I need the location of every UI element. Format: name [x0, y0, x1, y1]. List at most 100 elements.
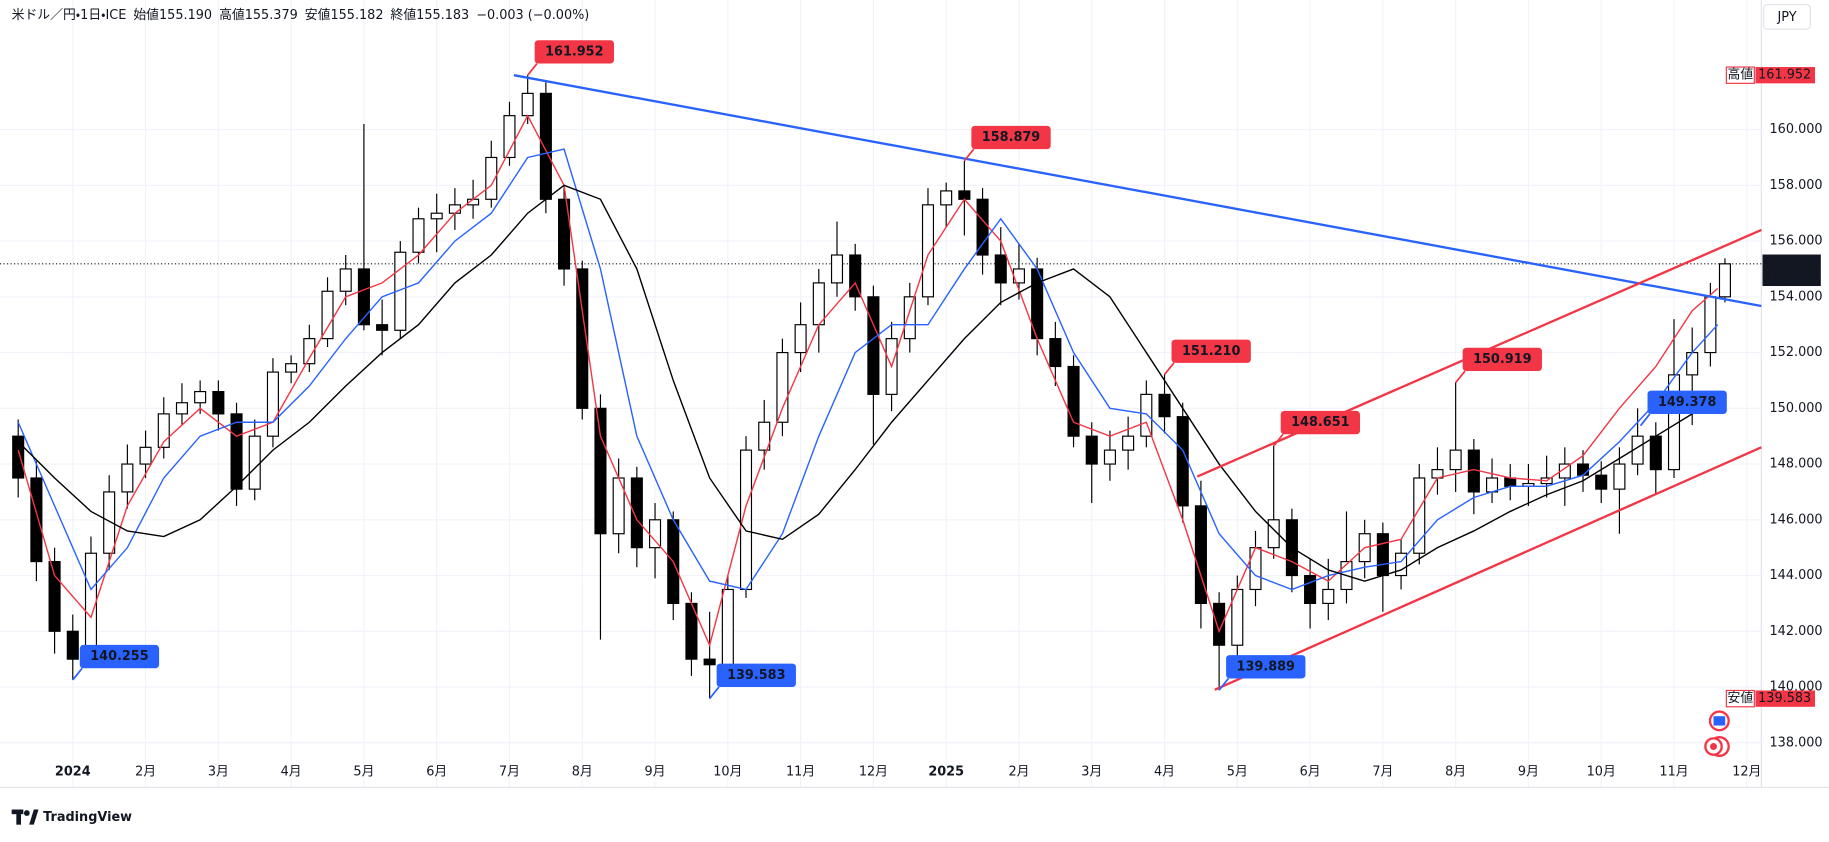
- y-tick-label: 160.000: [1770, 122, 1823, 137]
- annotation-box: [971, 125, 1051, 150]
- annotation-pointer: [526, 62, 538, 76]
- candle-body: [1049, 338, 1062, 368]
- y-tick-label: 152.000: [1770, 345, 1823, 360]
- candle-body: [157, 413, 170, 448]
- brand-name: TradingView: [43, 810, 132, 825]
- annotation-label: 148.651: [1291, 415, 1350, 430]
- trendline: [1214, 446, 1762, 691]
- candle-body: [976, 198, 989, 256]
- low-tag-label-box: [1725, 689, 1755, 708]
- candle-body: [103, 491, 116, 554]
- y-tick-label: 144.000: [1770, 568, 1823, 583]
- annotation-label: 149.378: [1658, 395, 1717, 410]
- x-tick-label: 12月: [1732, 765, 1761, 780]
- candle-body: [1718, 263, 1731, 298]
- x-tick-label: 3月: [208, 765, 229, 780]
- candle-body: [30, 477, 43, 563]
- high-tag-value-box: [1755, 67, 1815, 84]
- event-dot: [1710, 743, 1718, 751]
- candle-body: [1704, 296, 1717, 354]
- last-price-value: 155.183: [1762, 255, 1820, 270]
- annotation-pointer: [1273, 433, 1284, 447]
- annotation-label: 158.879: [982, 130, 1041, 145]
- moving-average: [17, 184, 1719, 582]
- annotation-label: 150.919: [1473, 352, 1532, 367]
- annotation-box: [1280, 410, 1361, 435]
- annotation-box: [1647, 390, 1727, 414]
- candle-body: [412, 218, 425, 253]
- y-tick-label: 156.000: [1770, 234, 1823, 249]
- candle-body: [66, 630, 79, 660]
- candle-body: [1449, 449, 1462, 471]
- x-tick-label: 4月: [281, 765, 302, 780]
- annotation-label: 140.255: [90, 649, 149, 664]
- candle-body: [430, 212, 443, 220]
- candle-body: [1085, 435, 1098, 465]
- annotation-pointer: [72, 667, 83, 681]
- annotation-box: [1462, 347, 1542, 372]
- candle-body: [212, 391, 225, 415]
- candle-body: [248, 435, 261, 490]
- annotation-label: 139.583: [727, 668, 785, 683]
- candle-body: [758, 421, 771, 451]
- symbol-name: 米ドル／円・1日・ICE: [12, 8, 127, 23]
- logo-part: [29, 809, 39, 825]
- candle-body: [1103, 449, 1116, 465]
- candle-body: [194, 391, 207, 404]
- y-tick-label: 148.000: [1770, 457, 1823, 472]
- annotation-box: [79, 644, 160, 669]
- candle-body: [1158, 393, 1171, 418]
- candle-body: [812, 282, 825, 326]
- candle-body: [503, 115, 516, 159]
- candle-body: [285, 363, 298, 373]
- x-tick-label: 2月: [135, 765, 156, 780]
- y-tick-label: 138.000: [1770, 735, 1823, 750]
- candle-body: [921, 204, 935, 298]
- candle-body: [1395, 552, 1408, 577]
- x-tick-label: 7月: [1372, 765, 1393, 780]
- annotation-label: 139.889: [1237, 659, 1296, 674]
- event-icons: [1704, 710, 1730, 758]
- candle-body: [649, 519, 662, 549]
- candle-body: [703, 658, 716, 666]
- logo-part: [23, 810, 30, 816]
- y-tick-label: 146.000: [1770, 512, 1823, 527]
- candle-body: [1686, 351, 1699, 376]
- candle-body: [448, 204, 461, 214]
- high-tag-label-box: [1725, 66, 1755, 84]
- x-tick-label: 7月: [499, 765, 520, 780]
- candle-body: [630, 477, 643, 549]
- annotation-box: [1226, 655, 1306, 679]
- candle-body: [776, 351, 789, 423]
- chart-root: 米ドル／円・1日・ICE 始値155.190 高値155.379 安値155.182 終…: [0, 0, 1829, 825]
- candle-body: [521, 92, 534, 117]
- x-tick-label: 2月: [1008, 765, 1029, 780]
- candle-body: [721, 588, 734, 666]
- candle-body: [230, 413, 243, 490]
- candle-body: [1267, 519, 1280, 549]
- candle-body: [1413, 477, 1426, 554]
- candle-body: [576, 268, 589, 409]
- candle-body: [558, 198, 571, 270]
- currency-box[interactable]: [1763, 4, 1811, 30]
- moving-average: [17, 148, 1719, 591]
- ohlc-label: 終値: [391, 7, 417, 23]
- candle-body: [958, 190, 971, 200]
- high-tag-value: 161.952: [1758, 68, 1811, 83]
- annotation-pointer: [963, 148, 975, 162]
- ohlc-value: 155.183: [416, 8, 469, 23]
- trendline: [513, 74, 1762, 308]
- ohlc-value: 155.182: [330, 8, 383, 23]
- candle-body: [1122, 435, 1135, 451]
- x-tick-label: 10月: [713, 765, 742, 780]
- candle-body: [121, 463, 134, 493]
- ohlc-value: 155.379: [245, 8, 298, 23]
- candle-body: [1322, 588, 1335, 604]
- candle-body: [175, 402, 188, 415]
- candle-body: [1486, 477, 1499, 493]
- candle-body: [1067, 365, 1080, 437]
- x-tick-label: 8月: [1445, 765, 1466, 780]
- flag-icon: [1713, 716, 1726, 726]
- candle-body: [139, 446, 152, 465]
